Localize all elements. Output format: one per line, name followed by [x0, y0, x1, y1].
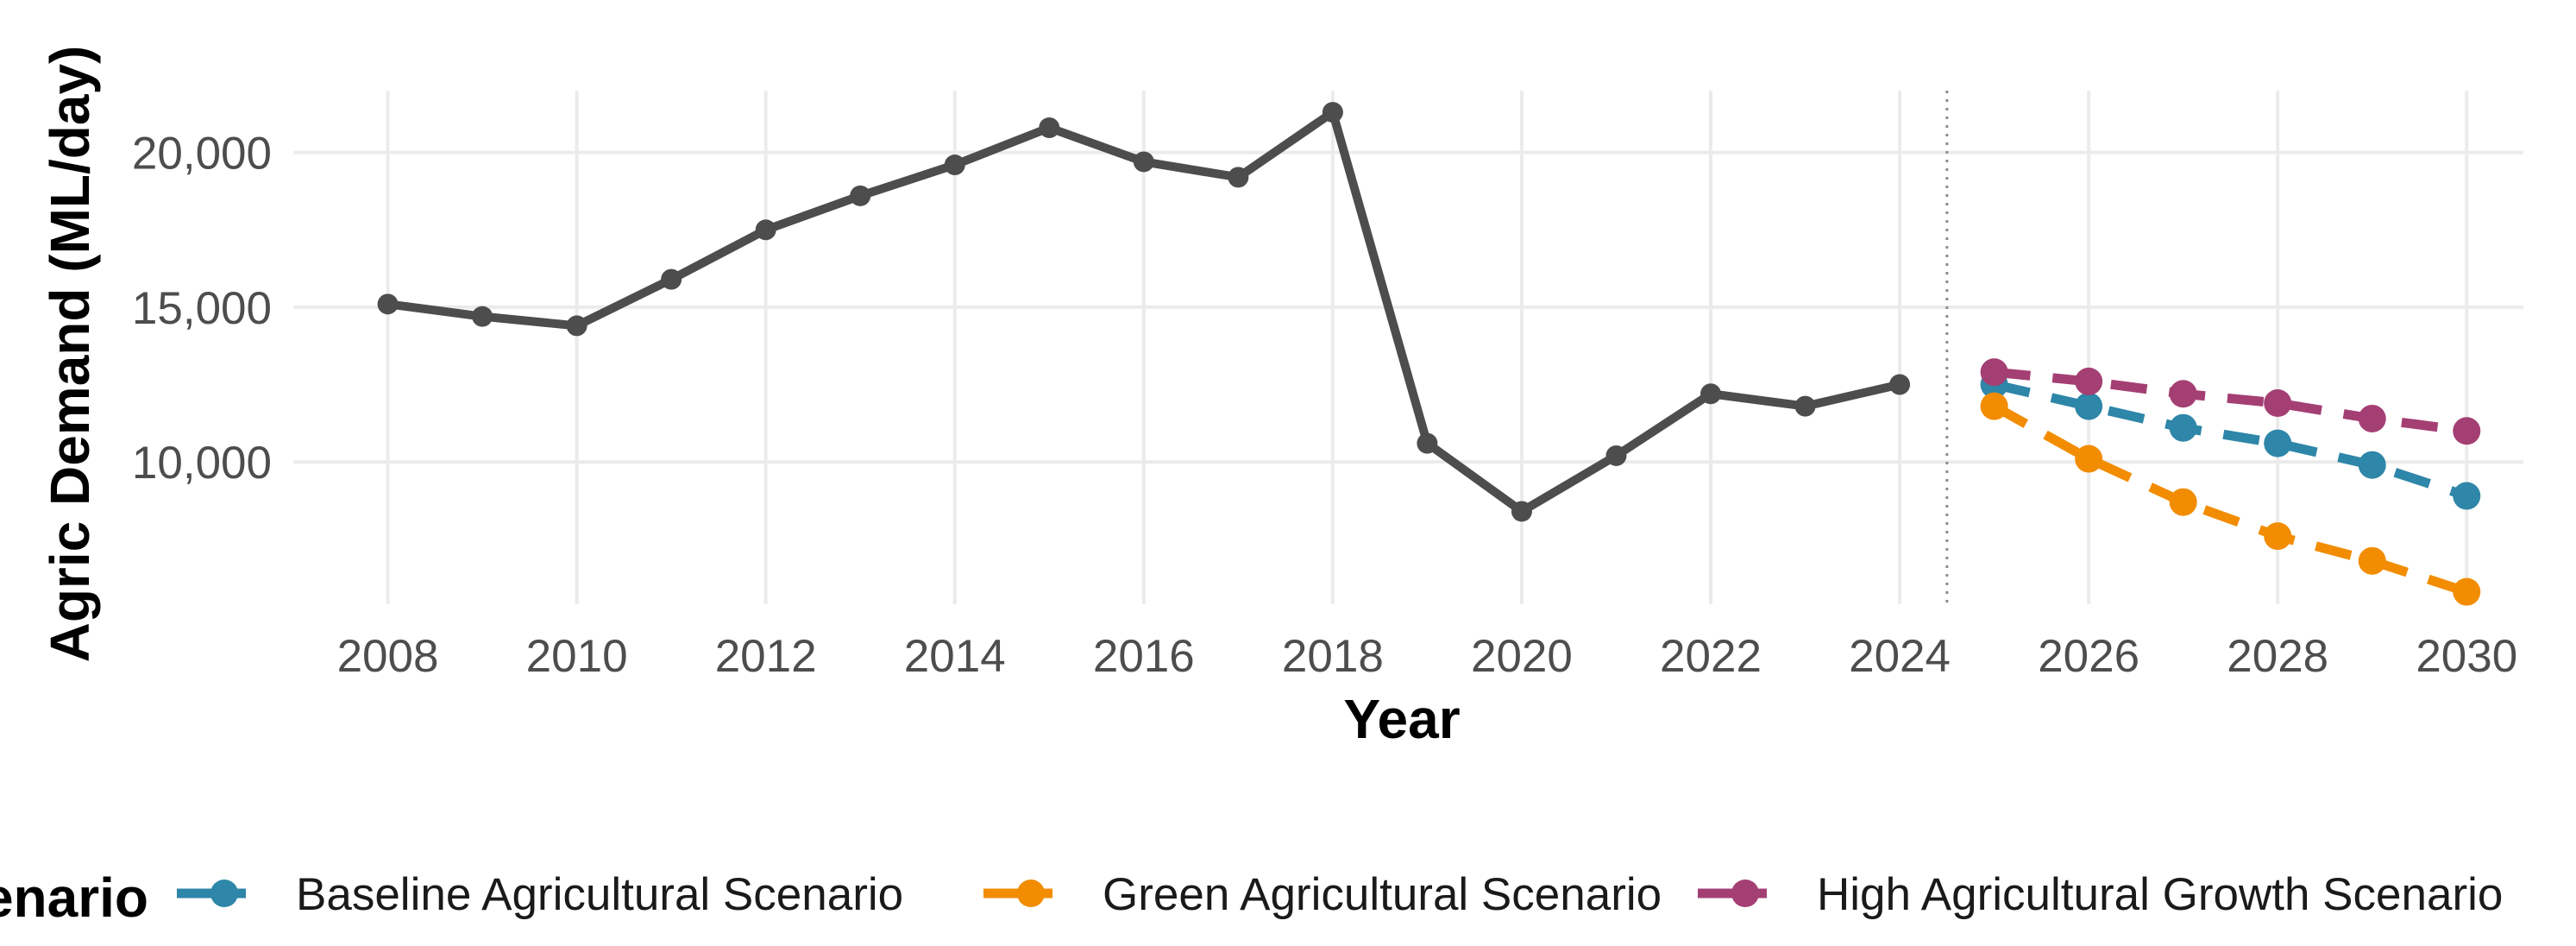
- scenario-point-1: [2264, 522, 2292, 551]
- legend-title: Scenario: [0, 867, 148, 929]
- y-tick-label: 15,000: [132, 283, 272, 334]
- historical-point: [472, 306, 493, 327]
- historical-point: [1039, 117, 1060, 139]
- historical-point: [1228, 167, 1249, 188]
- historical-point: [1889, 374, 1911, 395]
- y-tick-label: 20,000: [132, 129, 272, 180]
- historical-point: [1605, 445, 1627, 466]
- x-tick-label: 2018: [1282, 631, 1384, 682]
- x-tick-label: 2028: [2227, 631, 2328, 682]
- scenario-point-1: [2453, 577, 2481, 606]
- scenario-point-1: [2358, 546, 2386, 575]
- historical-point: [1794, 395, 1816, 417]
- x-tick-label: 2026: [2038, 631, 2139, 682]
- historical-point: [1322, 102, 1343, 123]
- legend: Scenario Baseline Agricultural Scenario G…: [0, 867, 2503, 929]
- x-tick-label: 2022: [1660, 631, 1762, 682]
- data-points: [377, 102, 2481, 606]
- scenario-line-0: [1993, 380, 2468, 501]
- historical-point: [1417, 432, 1438, 454]
- x-tick-label: 2010: [526, 631, 628, 682]
- scenario-point-2: [2264, 389, 2292, 418]
- historical-point: [1700, 383, 1722, 405]
- x-axis-ticks: 2008 2010 2012 2014 2016 2018 2020 2022 2024 2026…: [337, 631, 2518, 682]
- scenario-point-0: [2075, 392, 2103, 420]
- y-axis-title: Agric Demand (ML/day): [39, 46, 101, 663]
- scenario-point-1: [2075, 445, 2103, 473]
- scenario-point-0: [2169, 413, 2197, 442]
- scenario-point-2: [2453, 417, 2481, 445]
- historical-point: [1511, 501, 1532, 522]
- legend-key-point: [1017, 880, 1045, 907]
- scenario-point-0: [2358, 451, 2386, 479]
- scenario-point-2: [2075, 367, 2103, 395]
- historical-point: [944, 155, 965, 176]
- legend-label: High Agricultural Growth Scenario: [1817, 869, 2503, 920]
- x-tick-label: 2012: [715, 631, 817, 682]
- scenario-point-0: [2264, 429, 2292, 457]
- legend-label: Baseline Agricultural Scenario: [296, 869, 903, 920]
- historical-point: [566, 315, 587, 337]
- x-tick-label: 2020: [1471, 631, 1573, 682]
- historical-point: [377, 293, 399, 315]
- legend-label: Green Agricultural Scenario: [1103, 869, 1662, 920]
- historical-point: [1133, 151, 1154, 173]
- scenario-point-2: [1980, 358, 2008, 387]
- series-lines: [383, 108, 2468, 596]
- x-tick-label: 2014: [904, 631, 1006, 682]
- scenario-point-1: [1980, 392, 2008, 420]
- x-axis-title: Year: [1343, 688, 1460, 750]
- scenario-point-0: [2453, 482, 2481, 510]
- legend-key-point: [210, 880, 238, 907]
- x-tick-label: 2008: [337, 631, 439, 682]
- scenario-line-1: [1991, 401, 2468, 596]
- scenario-point-2: [2169, 380, 2197, 408]
- historical-point: [661, 268, 682, 290]
- scenario-line-2: [1994, 367, 2467, 436]
- historical-point: [850, 185, 871, 206]
- grid: [293, 91, 2523, 604]
- x-tick-label: 2030: [2416, 631, 2517, 682]
- scenario-point-2: [2358, 404, 2386, 432]
- x-tick-label: 2016: [1093, 631, 1195, 682]
- x-tick-label: 2024: [1849, 631, 1951, 682]
- legend-key-point: [1731, 880, 1759, 907]
- y-axis-ticks: 10,000 15,000 20,000: [132, 129, 272, 489]
- historical-point: [755, 219, 776, 241]
- scenario-point-1: [2169, 488, 2197, 516]
- y-tick-label: 10,000: [132, 438, 272, 489]
